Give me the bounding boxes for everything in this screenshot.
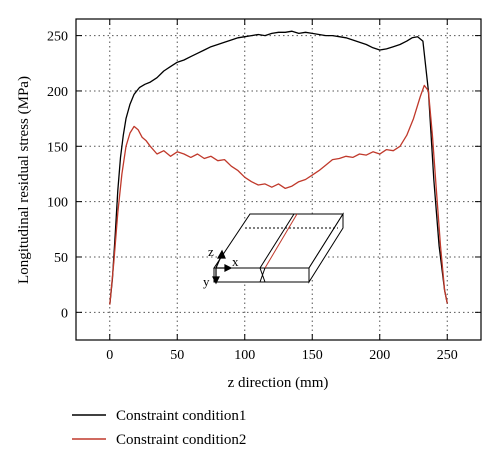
y-tick-label: 250 [47, 30, 68, 45]
x-arrowhead [224, 264, 233, 272]
legend-label-1: Constraint condition1 [116, 408, 246, 424]
coordinate-axes [212, 249, 233, 285]
plot-frame [75, 18, 482, 341]
tick-labels: 0 50 100 150 200 250 0 50 100 150 200 250 [47, 30, 458, 363]
legend: Constraint condition1 Constraint conditio… [72, 408, 246, 448]
series-group [109, 30, 448, 305]
y-tick-label: 50 [54, 251, 68, 266]
y-axis-title: Longitudinal residual stress (MPa) [16, 76, 32, 284]
axis-ticks [76, 19, 481, 340]
x-axis-title: z direction (mm) [228, 375, 329, 391]
x-tick-label: 50 [170, 348, 184, 363]
x-tick-label: 250 [437, 348, 458, 363]
weld-line-black [259, 213, 295, 269]
plate-front-face [213, 267, 310, 283]
z-arrowhead [216, 249, 226, 259]
x-tick-label: 200 [369, 348, 390, 363]
weld-line-red [264, 213, 298, 269]
grid-lines [76, 19, 481, 340]
x-tick-label: 100 [234, 348, 255, 363]
inset-z-label: z [208, 244, 214, 259]
inset-x-label: x [232, 254, 239, 269]
plate-side-face [308, 212, 344, 284]
weld-front-edge-2 [259, 267, 266, 283]
specimen-schematic [213, 212, 344, 284]
series-line-2 [109, 84, 448, 305]
y-tick-label: 100 [47, 196, 68, 211]
y-tick-label: 200 [47, 85, 68, 100]
y-arrowhead [212, 276, 220, 285]
inset-y-label: y [203, 274, 210, 289]
x-tick-label: 150 [302, 348, 323, 363]
series-line-1 [109, 30, 448, 305]
y-tick-label: 0 [61, 306, 68, 321]
x-tick-label: 0 [106, 348, 113, 363]
y-tick-label: 150 [47, 140, 68, 155]
legend-label-2: Constraint condition2 [116, 432, 246, 448]
